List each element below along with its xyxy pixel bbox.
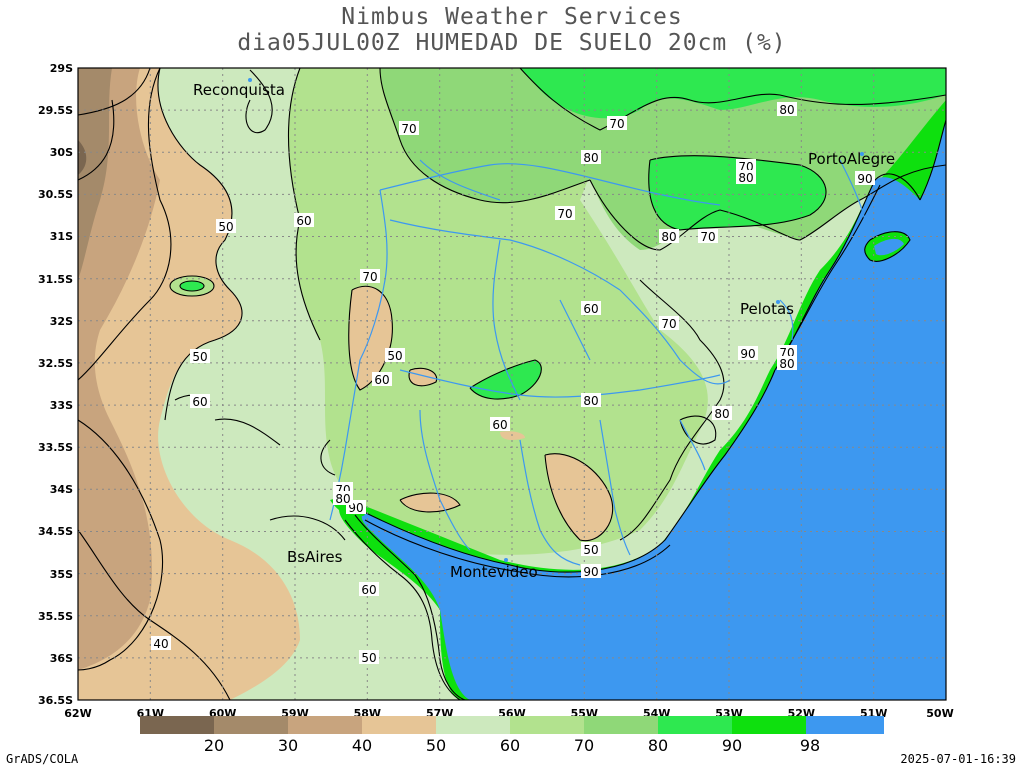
contour-label: 70 bbox=[700, 230, 715, 244]
city-portoalegre: PortoAlegre bbox=[808, 150, 895, 168]
contour-label: 80 bbox=[714, 407, 729, 421]
lat-tick: 34S bbox=[50, 483, 73, 496]
contour-label: 90 bbox=[857, 172, 872, 186]
colorbar-label: 20 bbox=[204, 736, 224, 755]
colorbar-swatch bbox=[436, 716, 510, 734]
contour-label: 90 bbox=[583, 565, 598, 579]
colorbar-label: 40 bbox=[352, 736, 372, 755]
contour-label: 40 bbox=[153, 637, 168, 651]
city-pelotas: Pelotas bbox=[740, 300, 794, 318]
contour-label: 70 bbox=[362, 270, 377, 284]
city-montevideo: Montevideo bbox=[450, 563, 538, 581]
contour-label: 80 bbox=[779, 103, 794, 117]
colorbar: 20 30 40 50 60 70 80 90 98 bbox=[140, 716, 884, 755]
lat-lon-grid bbox=[78, 68, 946, 700]
river-network bbox=[329, 159, 866, 566]
city-dot bbox=[504, 558, 508, 562]
lat-tick: 29S bbox=[50, 62, 73, 75]
latitude-axis: 29S 29.5S 30S 30.5S 31S 31.5S 32S 32.5S … bbox=[38, 62, 73, 707]
lat-tick: 32.5S bbox=[38, 357, 73, 370]
lat-tick: 34.5S bbox=[38, 525, 73, 538]
lat-tick: 31S bbox=[50, 230, 73, 243]
colorbar-swatch bbox=[658, 716, 732, 734]
contour-label: 50 bbox=[218, 220, 233, 234]
colorbar-swatch bbox=[362, 716, 436, 734]
footer-timestamp: 2025-07-01-16:39 bbox=[900, 752, 1016, 766]
colorbar-swatch bbox=[288, 716, 362, 734]
contour-label: 70 bbox=[609, 117, 624, 131]
contour-label: 50 bbox=[387, 349, 402, 363]
contour-label: 60 bbox=[374, 373, 389, 387]
footer-credit: GrADS/COLA bbox=[6, 752, 79, 766]
colorbar-label: 60 bbox=[500, 736, 520, 755]
contour-label: 50 bbox=[361, 651, 376, 665]
colorbar-label: 50 bbox=[426, 736, 446, 755]
lat-tick: 35.5S bbox=[38, 610, 73, 623]
contour-label: 80 bbox=[583, 394, 598, 408]
contour-label: 70 bbox=[557, 207, 572, 221]
city-markers: Reconquista PortoAlegre Pelotas BsAires … bbox=[193, 78, 895, 581]
lat-tick: 30S bbox=[50, 146, 73, 159]
colorbar-swatch bbox=[510, 716, 584, 734]
colorbar-label: 30 bbox=[278, 736, 298, 755]
contour-label: 50 bbox=[192, 350, 207, 364]
colorbar-swatch bbox=[214, 716, 288, 734]
lat-tick: 33S bbox=[50, 399, 73, 412]
chart-subtitle: dia05JUL00Z HUMEDAD DE SUELO 20cm (%) bbox=[237, 30, 787, 56]
contour-label: 50 bbox=[583, 543, 598, 557]
lon-tick: 50W bbox=[926, 707, 953, 720]
lat-tick: 30.5S bbox=[38, 188, 73, 201]
contour-labels: 70 70 80 70 70 80 80 70 80 70 90 50 60 7… bbox=[151, 102, 875, 665]
lat-tick: 29.5S bbox=[38, 104, 73, 117]
lat-tick: 36.5S bbox=[38, 694, 73, 707]
contour-label: 80 bbox=[583, 151, 598, 165]
lat-tick: 33.5S bbox=[38, 441, 73, 454]
contour-label: 60 bbox=[361, 583, 376, 597]
lat-tick: 31.5S bbox=[38, 273, 73, 286]
lat-tick: 32S bbox=[50, 315, 73, 328]
contour-label: 90 bbox=[740, 347, 755, 361]
contour-label: 80 bbox=[779, 357, 794, 371]
lat-tick: 35S bbox=[50, 568, 73, 581]
chart-title: Nimbus Weather Services bbox=[341, 4, 683, 30]
contour-label: 60 bbox=[583, 302, 598, 316]
contour-label: 70 bbox=[661, 317, 676, 331]
colorbar-label: 98 bbox=[800, 736, 820, 755]
colorbar-swatch bbox=[140, 716, 214, 734]
contour-lines bbox=[77, 67, 947, 701]
contour-label: 60 bbox=[192, 395, 207, 409]
lon-tick: 62W bbox=[64, 707, 91, 720]
colorbar-swatch bbox=[806, 716, 884, 734]
colorbar-swatch bbox=[732, 716, 806, 734]
contour-label: 80 bbox=[335, 492, 350, 506]
colorbar-swatch bbox=[584, 716, 658, 734]
lat-tick: 36S bbox=[50, 652, 73, 665]
city-dot bbox=[248, 78, 252, 82]
colorbar-label: 90 bbox=[722, 736, 742, 755]
city-reconquista: Reconquista bbox=[193, 81, 285, 99]
moisture-fill-layer bbox=[78, 68, 947, 700]
contour-label: 80 bbox=[738, 171, 753, 185]
city-bsaires: BsAires bbox=[287, 548, 343, 566]
contour-label: 70 bbox=[401, 122, 416, 136]
colorbar-label: 70 bbox=[574, 736, 594, 755]
city-dot bbox=[776, 300, 780, 304]
contour-label: 80 bbox=[661, 230, 676, 244]
city-dot bbox=[860, 152, 864, 156]
plot-frame bbox=[77, 67, 947, 701]
colorbar-label: 80 bbox=[648, 736, 668, 755]
contour-label: 60 bbox=[492, 418, 507, 432]
contour-label: 60 bbox=[296, 214, 311, 228]
